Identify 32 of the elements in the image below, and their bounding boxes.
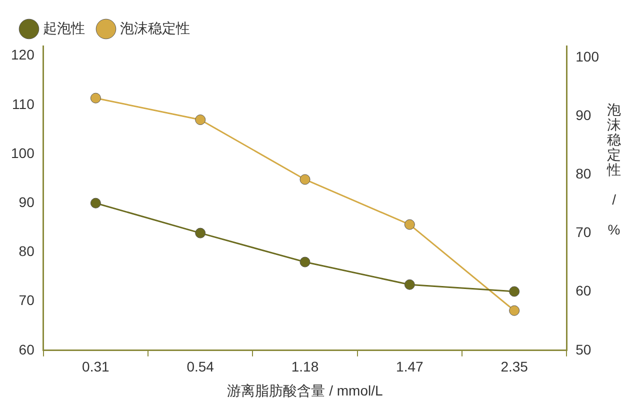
x-tick-label: 0.31 <box>82 358 110 375</box>
point <box>509 286 520 297</box>
x-axis-title: 游离脂肪酸含量 / mmol/L <box>227 382 383 398</box>
y2-axis-title: 泡沫稳定性 / % <box>606 102 621 238</box>
y2-tick-label: 80 <box>576 166 592 182</box>
point <box>300 256 310 268</box>
point <box>90 92 101 104</box>
point <box>509 305 520 316</box>
legend-label: 起泡性 <box>43 20 85 36</box>
y2-tick-label: 60 <box>576 282 592 299</box>
y2-tick-label: 70 <box>576 224 592 240</box>
point <box>404 279 415 290</box>
point <box>195 228 206 238</box>
x-tick-label: 1.18 <box>291 358 319 375</box>
y2-tick-label: 50 <box>576 341 592 358</box>
point <box>300 174 310 185</box>
x-tick-label: 2.35 <box>500 358 528 375</box>
x-tick-label: 1.47 <box>396 358 424 375</box>
point <box>404 219 415 230</box>
x-tick-label: 0.54 <box>186 358 214 375</box>
y-tick-label: 110 <box>12 96 35 112</box>
y-tick-label: 90 <box>18 194 35 210</box>
y-tick-label: 100 <box>11 144 35 161</box>
legend-label: 泡沫稳定性 <box>120 20 190 36</box>
point <box>195 114 206 126</box>
y2-tick-label: 100 <box>576 48 600 65</box>
y-tick-label: 60 <box>18 341 35 358</box>
y-tick-label: 80 <box>18 243 35 260</box>
y2-tick-label: 90 <box>576 107 592 124</box>
y-tick-label: 120 <box>11 46 35 63</box>
point <box>90 198 101 208</box>
y-tick-label: 70 <box>18 292 35 308</box>
